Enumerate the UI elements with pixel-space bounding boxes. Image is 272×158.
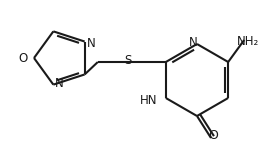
Text: O: O (19, 52, 28, 64)
Text: HN: HN (140, 94, 158, 107)
Text: N: N (87, 36, 95, 50)
Text: S: S (124, 54, 131, 67)
Text: O: O (208, 129, 218, 142)
Text: N: N (55, 77, 64, 90)
Text: N: N (188, 36, 197, 49)
Text: NH₂: NH₂ (237, 35, 259, 48)
